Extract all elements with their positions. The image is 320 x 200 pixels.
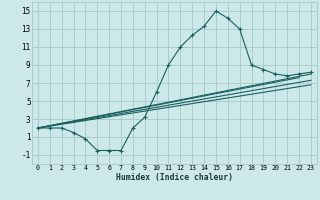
X-axis label: Humidex (Indice chaleur): Humidex (Indice chaleur) [116,173,233,182]
